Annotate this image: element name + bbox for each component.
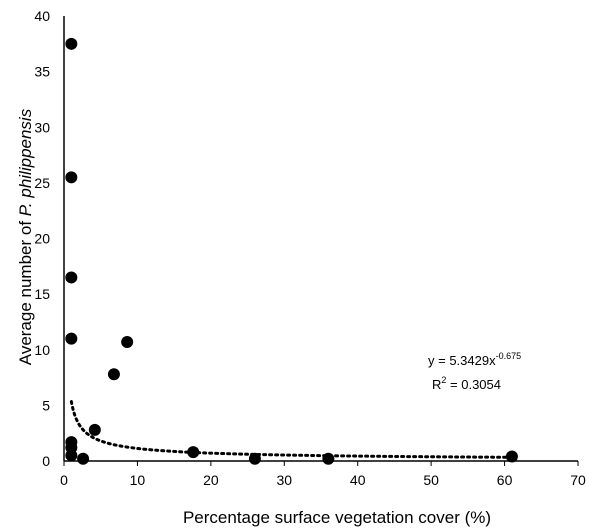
y-tick-label: 35 (34, 64, 50, 80)
power-trendline (69, 400, 514, 459)
x-tick-label: 50 (423, 472, 439, 488)
y-axis-title: Average number of P. philippensis (16, 108, 35, 365)
r-squared: R2 = 0.3054 (432, 375, 501, 392)
data-point (187, 446, 200, 459)
x-tick-label: 20 (203, 472, 219, 488)
data-point (322, 452, 335, 465)
y-tick-label: 20 (34, 231, 50, 247)
x-tick-labels: 0 10 20 30 40 50 60 70 (60, 472, 586, 488)
data-points (65, 37, 518, 465)
data-point (65, 449, 78, 462)
x-tick-marks (63, 461, 579, 466)
y-tick-label: 5 (42, 397, 50, 413)
y-tick-label: 10 (34, 342, 50, 358)
y-tick-labels: 0 5 10 15 20 25 30 35 40 (34, 8, 50, 469)
trend-equation: y = 5.3429x-0.675 (428, 351, 521, 368)
data-point (88, 423, 101, 436)
data-point (121, 335, 134, 348)
x-tick-label: 0 (60, 472, 68, 488)
data-point (65, 332, 78, 345)
data-point (107, 368, 120, 381)
data-point (248, 452, 261, 465)
x-tick-label: 70 (570, 472, 586, 488)
x-tick-label: 60 (497, 472, 513, 488)
y-tick-label: 40 (34, 8, 50, 24)
data-point (65, 271, 78, 284)
y-tick-label: 0 (42, 453, 50, 469)
y-tick-label: 25 (34, 175, 50, 191)
x-axis-title: Percentage surface vegetation cover (%) (183, 508, 491, 527)
data-point (505, 450, 518, 463)
y-tick-label: 15 (34, 286, 50, 302)
data-point (65, 37, 78, 50)
data-point (77, 452, 90, 465)
x-tick-label: 40 (350, 472, 366, 488)
x-tick-label: 10 (130, 472, 146, 488)
data-point (65, 171, 78, 184)
x-tick-label: 30 (276, 472, 292, 488)
y-tick-label: 30 (34, 119, 50, 135)
